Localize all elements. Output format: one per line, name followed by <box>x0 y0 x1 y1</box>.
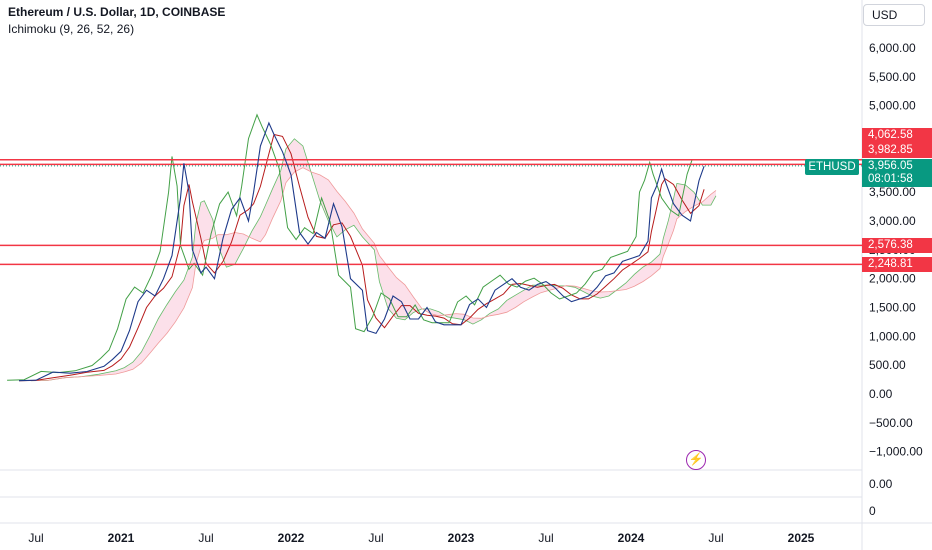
x-tick-label: Jul <box>198 531 213 545</box>
senkou-span-a <box>30 138 717 382</box>
price-badge: 3,956.05 <box>862 159 932 174</box>
y-tick-label: 3,500.00 <box>869 185 916 199</box>
x-tick-label: Jul <box>28 531 43 545</box>
horizontal-levels <box>0 158 862 266</box>
ichimoku-cloud <box>30 138 717 382</box>
sub-pane-tick-label: 0.00 <box>869 477 893 491</box>
x-tick-label: 2024 <box>618 531 645 545</box>
indicator-legend[interactable]: Ichimoku (9, 26, 52, 26) <box>8 22 135 36</box>
y-tick-label: 1,500.00 <box>869 301 916 315</box>
x-tick-label: Jul <box>538 531 553 545</box>
sub-pane-tick-label: 0 <box>869 504 876 518</box>
y-tick-label: 500.00 <box>869 358 906 372</box>
x-tick-label: Jul <box>708 531 723 545</box>
level-badge-4: 2,248.81 <box>862 257 932 272</box>
chart-title: Ethereum / U.S. Dollar, 1D, COINBASE <box>8 5 226 19</box>
level-badge-2: 3,982.85 <box>862 143 932 158</box>
symbol-badge: ETHUSD <box>805 159 859 175</box>
chikou-span <box>7 113 693 381</box>
y-tick-label: 3,000.00 <box>869 214 916 228</box>
y-tick-label: −500.00 <box>869 416 913 430</box>
y-tick-label: 2,000.00 <box>869 272 916 286</box>
y-tick-label: 5,500.00 <box>869 70 916 84</box>
y-tick-label: 1,000.00 <box>869 329 916 343</box>
x-tick-label: 2025 <box>788 531 815 545</box>
countdown-badge: 08:01:58 <box>862 172 932 187</box>
time-axis: Jul 2021 Jul 2022 Jul 2023 Jul 2024 Jul 2025 <box>28 531 814 545</box>
price-series <box>18 121 705 382</box>
x-tick-label: 2021 <box>108 531 135 545</box>
currency-button[interactable]: USD <box>863 4 925 26</box>
y-tick-label: 5,000.00 <box>869 99 916 113</box>
senkou-span-b <box>30 167 717 382</box>
price-line <box>18 121 705 382</box>
kijun-sen <box>18 133 705 382</box>
x-tick-label: Jul <box>368 531 383 545</box>
y-tick-label: 6,000.00 <box>869 41 916 55</box>
ichimoku-lines <box>7 113 705 382</box>
level-badge-3: 2,576.38 <box>862 238 932 253</box>
price-axis: 6,000.005,500.005,000.004,000.003,500.00… <box>869 41 923 518</box>
x-tick-label: 2023 <box>448 531 475 545</box>
y-tick-label: −1,000.00 <box>869 445 923 459</box>
x-tick-label: 2022 <box>278 531 305 545</box>
y-tick-label: 0.00 <box>869 387 893 401</box>
level-badge-1: 4,062.58 <box>862 128 932 143</box>
lightning-icon[interactable]: ⚡ <box>686 450 706 470</box>
kumo-fill <box>30 138 716 381</box>
